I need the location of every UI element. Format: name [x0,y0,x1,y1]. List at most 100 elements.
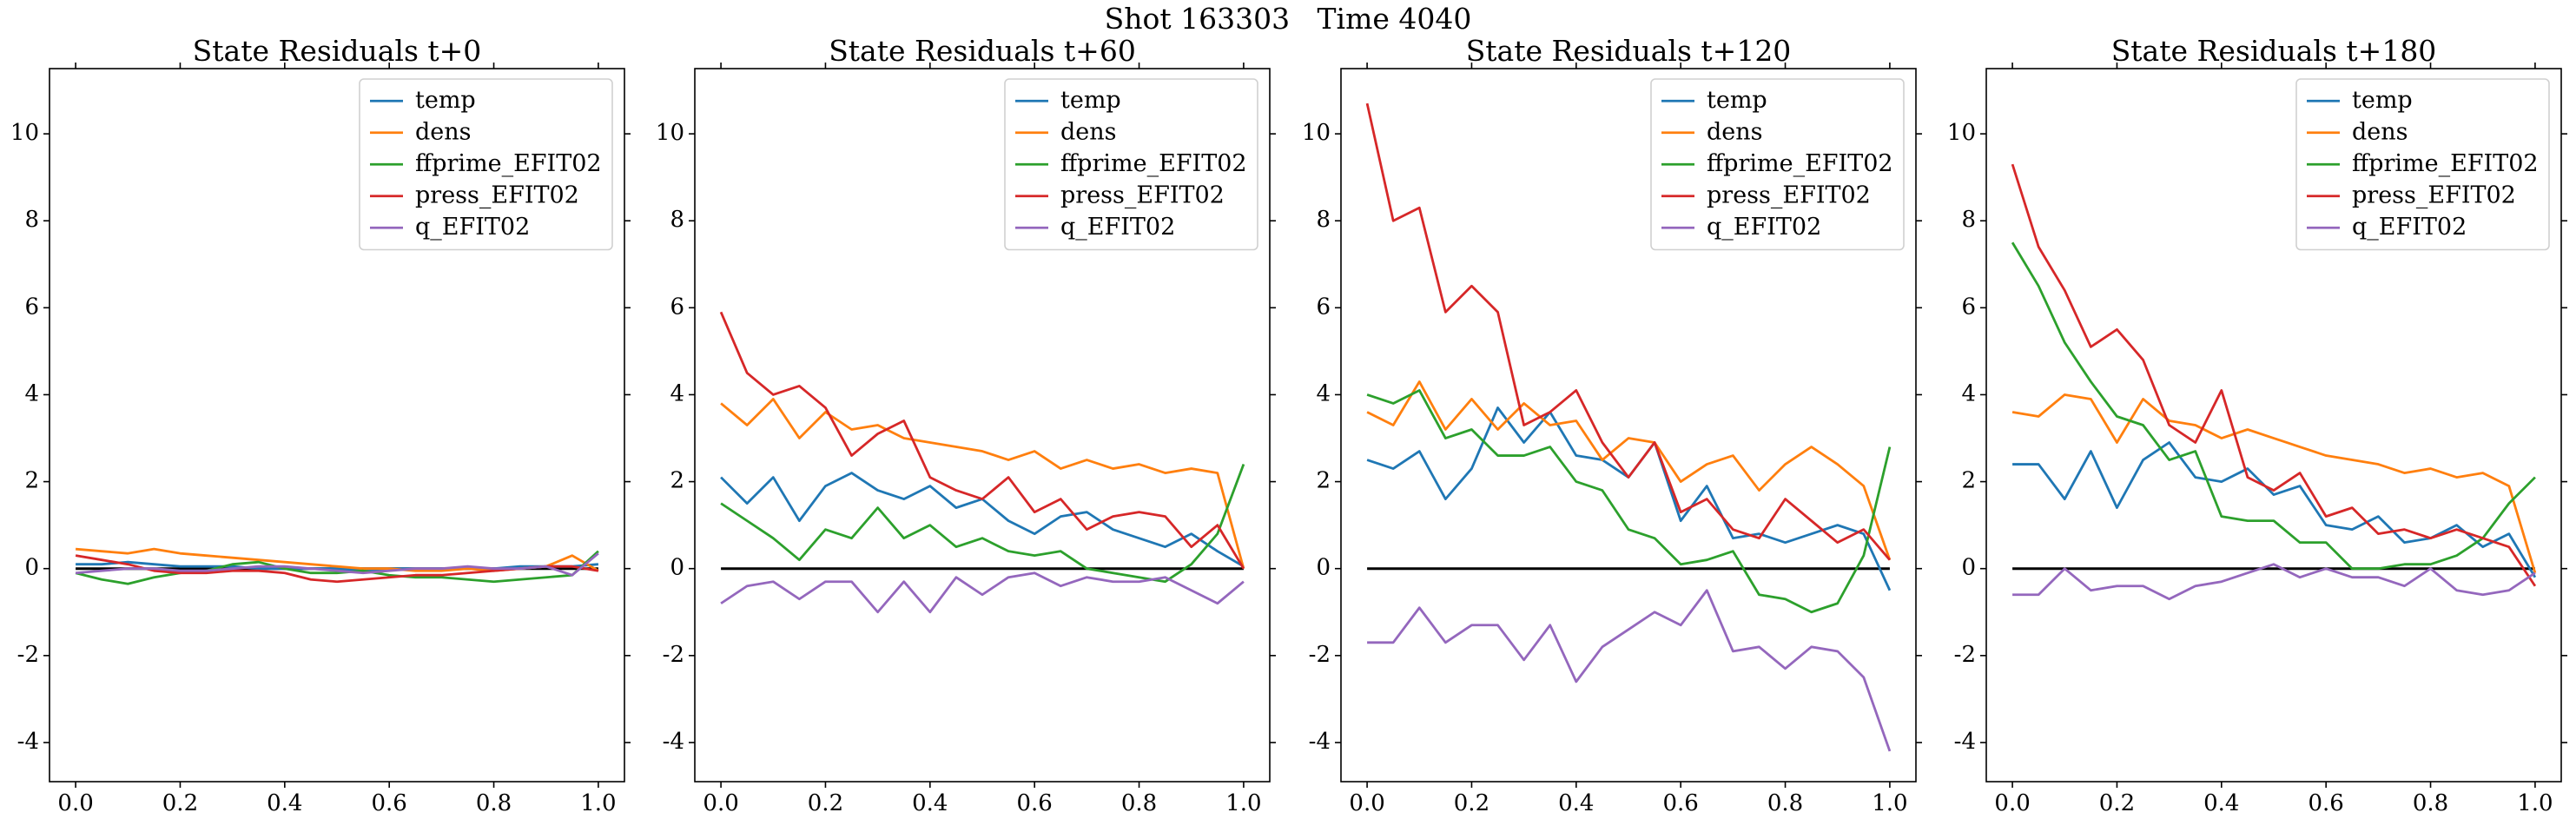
legend-label: press_EFIT02 [415,182,579,208]
x-tick-label: 0.2 [808,790,843,816]
y-tick-label: -4 [17,729,39,755]
subplot-title: State Residuals t+180 [2111,34,2437,68]
y-tick-label: 4 [1316,380,1331,406]
legend: temp dens ffprime_EFIT02 press_EFIT02 q_EFIT… [1004,78,1258,251]
series-line [720,398,1245,570]
series-line [1366,380,1892,561]
subplot: State Residuals t+60 0.0 0.2 0.4 0.6 0.8 1.0 -4… [656,34,1276,816]
legend-label: dens [1707,118,1763,145]
x-tick-label: 0.6 [2308,790,2344,816]
y-tick-label: -2 [1309,642,1331,668]
y-tick-label: 2 [1961,468,1976,494]
y-tick-label: 8 [1316,207,1331,233]
legend-label: temp [1707,87,1767,114]
legend: temp dens ffprime_EFIT02 press_EFIT02 q_EFIT… [359,78,613,251]
y-tick-label: 0 [24,555,39,581]
legend-label: q_EFIT02 [1707,214,1821,241]
y-tick-label: -2 [17,642,39,668]
x-tick-label: 1.0 [2517,790,2553,816]
legend-label: q_EFIT02 [415,214,530,241]
y-tick-label: 0 [670,555,684,581]
y-tick-label: 10 [10,120,39,146]
legend-box [359,78,613,251]
series-line [1366,406,1892,591]
series-line [2011,163,2537,587]
y-tick-label: -4 [1309,729,1331,755]
legend-label: press_EFIT02 [1707,182,1871,208]
plot-frame [49,68,625,783]
legend-label: ffprime_EFIT02 [1707,150,1893,177]
y-tick-label: 2 [670,468,684,494]
x-tick-label: 0.0 [57,790,93,816]
series-line [75,552,599,577]
y-tick-label: 10 [656,120,684,146]
legend-label: temp [2352,87,2413,114]
subplot: State Residuals t+180 0.0 0.2 0.4 0.6 0.8 1.0 -… [1947,34,2567,816]
x-tick-label: 0.2 [1454,790,1489,816]
legend-label: ffprime_EFIT02 [415,150,602,177]
series-line [2011,241,2536,571]
y-tick-label: 6 [1961,294,1976,320]
y-tick-label: 6 [24,294,39,320]
legend-label: ffprime_EFIT02 [1060,150,1247,177]
x-tick-label: 0.0 [703,790,738,816]
figure-title: Shot 163303 Time 4040 [1105,2,1472,36]
y-tick-label: -4 [1954,729,1976,755]
series-line [1366,389,1892,614]
y-tick-label: 0 [1961,555,1976,581]
legend-label: dens [415,118,472,145]
legend-label: press_EFIT02 [1060,182,1225,208]
series-line [719,311,1245,570]
legend-label: q_EFIT02 [2352,214,2467,241]
y-tick-label: 6 [1316,294,1331,320]
x-tick-label: 0.6 [372,790,407,816]
legend-box [1004,78,1258,251]
y-tick-label: 8 [670,207,684,233]
plot-frame [694,68,1271,783]
y-tick-label: 4 [670,380,684,406]
series-line [720,472,1245,568]
series-line [1367,589,1892,752]
x-tick-label: 1.0 [1872,790,1907,816]
series-line [1365,102,1891,561]
y-tick-label: 8 [1961,207,1976,233]
subplot-title: State Residuals t+60 [829,34,1136,68]
y-tick-label: 2 [1316,468,1331,494]
y-tick-label: 4 [24,380,39,406]
x-tick-label: 0.4 [2203,790,2239,816]
y-tick-label: -2 [1954,642,1976,668]
legend-label: temp [415,87,476,114]
legend-label: ffprime_EFIT02 [2352,150,2539,177]
series-line [720,571,1245,614]
plot-frame [1340,68,1917,783]
x-tick-label: 0.4 [912,790,948,816]
subplot: State Residuals t+0 0.0 0.2 0.4 0.6 0.8 1.0 -4 -… [10,34,631,816]
x-tick-label: 1.0 [1225,790,1261,816]
y-tick-label: 8 [24,207,39,233]
series-line [2012,563,2536,601]
y-tick-label: -2 [663,642,684,668]
y-tick-label: -4 [663,729,684,755]
x-tick-label: 0.6 [1663,790,1699,816]
legend: temp dens ffprime_EFIT02 press_EFIT02 q_EFIT… [1650,78,1905,251]
x-tick-label: 0.2 [162,790,198,816]
y-tick-label: 0 [1316,555,1331,581]
legend-box [1650,78,1905,251]
x-tick-label: 1.0 [580,790,616,816]
series-line [75,550,599,585]
series-line [2012,441,2537,578]
legend-label: press_EFIT02 [2352,182,2516,208]
legend: temp dens ffprime_EFIT02 press_EFIT02 q_EFIT… [2295,78,2550,251]
x-tick-label: 0.0 [1349,790,1384,816]
series-line [2011,393,2537,574]
x-tick-label: 0.8 [2413,790,2448,816]
y-tick-label: 4 [1961,380,1976,406]
legend-label: temp [1060,87,1121,114]
x-tick-label: 0.4 [267,790,302,816]
x-tick-label: 0.0 [1994,790,2030,816]
y-tick-label: 6 [670,294,684,320]
subplot: State Residuals t+120 0.0 0.2 0.4 0.6 0.8 1.0 -… [1302,34,1922,816]
x-tick-label: 0.8 [1767,790,1803,816]
x-tick-label: 0.4 [1558,790,1594,816]
